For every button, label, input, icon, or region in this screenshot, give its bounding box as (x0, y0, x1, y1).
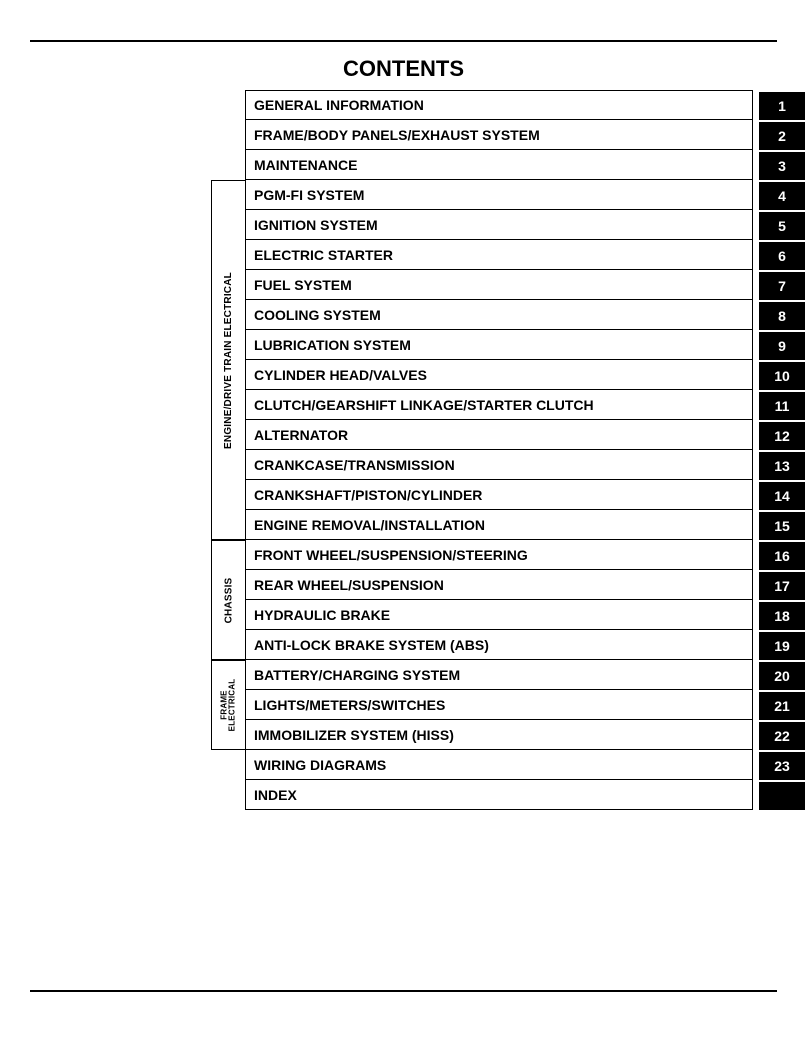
chapter-tab[interactable]: 10 (759, 360, 805, 390)
chapter-tab[interactable]: 22 (759, 720, 805, 750)
toc-row[interactable]: PGM-FI SYSTEM4 (245, 180, 805, 210)
toc-row[interactable]: GENERAL INFORMATION1 (245, 90, 805, 120)
chapter-tab[interactable]: 12 (759, 420, 805, 450)
category-text: CHASSIS (223, 577, 234, 623)
toc-label: ANTI-LOCK BRAKE SYSTEM (ABS) (245, 630, 753, 660)
toc-row[interactable]: FRONT WHEEL/SUSPENSION/STEERING16 (245, 540, 805, 570)
toc-label: CYLINDER HEAD/VALVES (245, 360, 753, 390)
chapter-tab[interactable]: 11 (759, 390, 805, 420)
toc-row[interactable]: INDEX (245, 780, 805, 810)
chapter-tab[interactable]: 3 (759, 150, 805, 180)
toc-row[interactable]: ENGINE REMOVAL/INSTALLATION15 (245, 510, 805, 540)
toc-label: INDEX (245, 780, 753, 810)
chapter-tab[interactable]: 14 (759, 480, 805, 510)
toc-row[interactable]: REAR WHEEL/SUSPENSION17 (245, 570, 805, 600)
toc-row[interactable]: WIRING DIAGRAMS23 (245, 750, 805, 780)
chapter-tab[interactable]: 19 (759, 630, 805, 660)
toc-row[interactable]: BATTERY/CHARGING SYSTEM20 (245, 660, 805, 690)
toc-row[interactable]: LUBRICATION SYSTEM9 (245, 330, 805, 360)
toc-label: PGM-FI SYSTEM (245, 180, 753, 210)
chapter-tab[interactable]: 1 (759, 90, 805, 120)
toc-row[interactable]: CRANKSHAFT/PISTON/CYLINDER14 (245, 480, 805, 510)
toc-label: IMMOBILIZER SYSTEM (HISS) (245, 720, 753, 750)
toc-row[interactable]: FRAME/BODY PANELS/EXHAUST SYSTEM2 (245, 120, 805, 150)
chapter-tab[interactable]: 17 (759, 570, 805, 600)
page: CONTENTS GENERAL INFORMATION1FRAME/BODY … (0, 0, 807, 1052)
chapter-tab[interactable]: 5 (759, 210, 805, 240)
toc-label: FRONT WHEEL/SUSPENSION/STEERING (245, 540, 753, 570)
toc-row[interactable]: CRANKCASE/TRANSMISSION13 (245, 450, 805, 480)
category-label: CHASSIS (211, 540, 245, 660)
toc-label: CLUTCH/GEARSHIFT LINKAGE/STARTER CLUTCH (245, 390, 753, 420)
chapter-tab[interactable]: 16 (759, 540, 805, 570)
toc-label: ENGINE REMOVAL/INSTALLATION (245, 510, 753, 540)
toc-row[interactable]: MAINTENANCE3 (245, 150, 805, 180)
rule-bottom (30, 990, 777, 992)
category-text: FRAMEELECTRICAL (221, 679, 237, 732)
toc-label: LUBRICATION SYSTEM (245, 330, 753, 360)
chapter-tab[interactable]: 23 (759, 750, 805, 780)
toc-row[interactable]: CYLINDER HEAD/VALVES10 (245, 360, 805, 390)
toc-section: FRAMEELECTRICALBATTERY/CHARGING SYSTEM20… (245, 660, 805, 750)
chapter-tab[interactable] (759, 780, 805, 810)
category-label: FRAMEELECTRICAL (211, 660, 245, 750)
toc-label: WIRING DIAGRAMS (245, 750, 753, 780)
toc-row[interactable]: IGNITION SYSTEM5 (245, 210, 805, 240)
rule-top (30, 40, 777, 42)
page-title: CONTENTS (30, 56, 777, 82)
chapter-tab[interactable]: 6 (759, 240, 805, 270)
toc-row[interactable]: ANTI-LOCK BRAKE SYSTEM (ABS)19 (245, 630, 805, 660)
toc-label: REAR WHEEL/SUSPENSION (245, 570, 753, 600)
chapter-tab[interactable]: 18 (759, 600, 805, 630)
toc-label: ELECTRIC STARTER (245, 240, 753, 270)
toc-label: IGNITION SYSTEM (245, 210, 753, 240)
chapter-tab[interactable]: 15 (759, 510, 805, 540)
toc-label: FRAME/BODY PANELS/EXHAUST SYSTEM (245, 120, 753, 150)
toc-row[interactable]: ALTERNATOR12 (245, 420, 805, 450)
toc-label: HYDRAULIC BRAKE (245, 600, 753, 630)
chapter-tab[interactable]: 20 (759, 660, 805, 690)
toc-section: CHASSISFRONT WHEEL/SUSPENSION/STEERING16… (245, 540, 805, 660)
toc-label: LIGHTS/METERS/SWITCHES (245, 690, 753, 720)
toc-row[interactable]: LIGHTS/METERS/SWITCHES21 (245, 690, 805, 720)
contents-table: GENERAL INFORMATION1FRAME/BODY PANELS/EX… (245, 90, 805, 810)
toc-row[interactable]: IMMOBILIZER SYSTEM (HISS)22 (245, 720, 805, 750)
chapter-tab[interactable]: 13 (759, 450, 805, 480)
toc-label: ALTERNATOR (245, 420, 753, 450)
toc-row[interactable]: CLUTCH/GEARSHIFT LINKAGE/STARTER CLUTCH1… (245, 390, 805, 420)
chapter-tab[interactable]: 4 (759, 180, 805, 210)
category-text: ENGINE/DRIVE TRAIN ELECTRICAL (223, 272, 234, 449)
toc-section: ENGINE/DRIVE TRAIN ELECTRICALPGM-FI SYST… (245, 180, 805, 540)
toc-row[interactable]: HYDRAULIC BRAKE18 (245, 600, 805, 630)
toc-label: BATTERY/CHARGING SYSTEM (245, 660, 753, 690)
toc-label: CRANKCASE/TRANSMISSION (245, 450, 753, 480)
chapter-tab[interactable]: 9 (759, 330, 805, 360)
category-label: ENGINE/DRIVE TRAIN ELECTRICAL (211, 180, 245, 540)
toc-row[interactable]: FUEL SYSTEM7 (245, 270, 805, 300)
toc-label: MAINTENANCE (245, 150, 753, 180)
chapter-tab[interactable]: 21 (759, 690, 805, 720)
toc-label: CRANKSHAFT/PISTON/CYLINDER (245, 480, 753, 510)
toc-label: COOLING SYSTEM (245, 300, 753, 330)
chapter-tab[interactable]: 2 (759, 120, 805, 150)
toc-label: GENERAL INFORMATION (245, 90, 753, 120)
toc-label: FUEL SYSTEM (245, 270, 753, 300)
toc-row[interactable]: ELECTRIC STARTER6 (245, 240, 805, 270)
toc-row[interactable]: COOLING SYSTEM8 (245, 300, 805, 330)
chapter-tab[interactable]: 8 (759, 300, 805, 330)
chapter-tab[interactable]: 7 (759, 270, 805, 300)
